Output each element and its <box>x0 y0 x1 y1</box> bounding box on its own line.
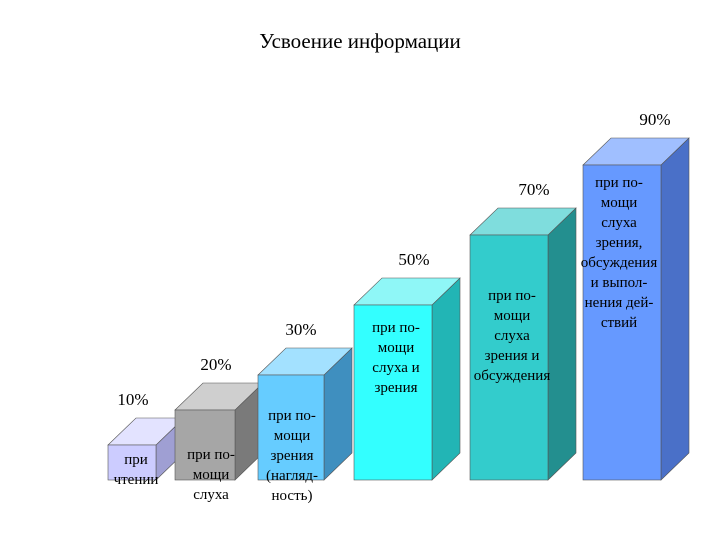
category-label-line: зрения и <box>485 348 540 364</box>
category-label-line: чтении <box>114 472 159 488</box>
category-label-3: при по-мощи зрения (нагляд-ность) <box>266 408 318 504</box>
category-label-1: при чтении <box>114 452 159 488</box>
bar-side-6 <box>660 137 690 481</box>
value-label-6: 90% <box>639 110 670 129</box>
category-label-line: слуха и <box>372 360 419 376</box>
category-label-line: при по- <box>372 320 420 336</box>
category-label-4: при по-мощи слуха и зрения <box>372 320 420 396</box>
category-label-line: при <box>124 452 148 468</box>
category-label-line: при по- <box>488 288 536 304</box>
category-label-line: слуха <box>193 487 229 503</box>
category-label-line: (нагляд- <box>266 468 318 484</box>
bar-6: 90% при по-мощи слуха зрения, обсуждения и вы… <box>581 110 690 481</box>
category-label-line: мощи <box>601 195 638 211</box>
category-label-line: при по- <box>595 175 643 191</box>
category-label-6: при по-мощи слуха зрения, обсуждения и выпол… <box>581 175 658 331</box>
category-label-line: и выпол- <box>591 275 648 291</box>
category-label-5: при по-мощи слуха зрения и обсуждения <box>474 288 551 384</box>
category-label-line: нения дей- <box>585 295 654 311</box>
category-label-line: мощи <box>274 428 311 444</box>
bar-front-6 <box>582 164 662 481</box>
bar-2: 20% при по-мощи слуха <box>174 355 264 503</box>
bar-3: 30% при по-мощи зрения (нагляд-ность) <box>257 320 353 504</box>
bar-4: 50% при по-мощи слуха и зрения <box>353 250 461 481</box>
bar-front-2 <box>174 409 236 481</box>
bar-front-4 <box>353 304 433 481</box>
bar-1: 10% при чтении <box>107 390 185 488</box>
category-label-line: обсуждения <box>474 368 551 384</box>
value-label-3: 30% <box>285 320 316 339</box>
category-label-line: при по- <box>187 447 235 463</box>
bar-front-5 <box>469 234 549 481</box>
category-label-line: слуха <box>601 215 637 231</box>
category-label-line: ность) <box>272 488 313 504</box>
bars-group: 10% при чтении 20% при по-мощи слуха 30% при по… <box>107 110 690 504</box>
category-label-line: при по- <box>268 408 316 424</box>
category-label-2: при по-мощи слуха <box>187 447 235 503</box>
category-label-line: мощи <box>378 340 415 356</box>
category-label-line: ствий <box>601 315 637 331</box>
bar-5: 70% при по-мощи слуха зрения и обсуждения <box>469 180 577 481</box>
chart-title: Усвоение информации <box>259 29 461 53</box>
bar-side-4 <box>431 277 461 481</box>
bar-front-3 <box>257 374 325 481</box>
value-label-2: 20% <box>200 355 231 374</box>
category-label-line: мощи <box>193 467 230 483</box>
category-label-line: слуха <box>494 328 530 344</box>
category-label-line: обсуждения <box>581 255 658 271</box>
category-label-line: зрения <box>374 380 417 396</box>
value-label-4: 50% <box>398 250 429 269</box>
bar-front-1 <box>107 444 157 481</box>
value-label-5: 70% <box>518 180 549 199</box>
bar-side-5 <box>547 207 577 481</box>
category-label-line: зрения, <box>596 235 643 251</box>
category-label-line: мощи <box>494 308 531 324</box>
category-label-line: зрения <box>270 448 313 464</box>
value-label-1: 10% <box>117 390 148 409</box>
